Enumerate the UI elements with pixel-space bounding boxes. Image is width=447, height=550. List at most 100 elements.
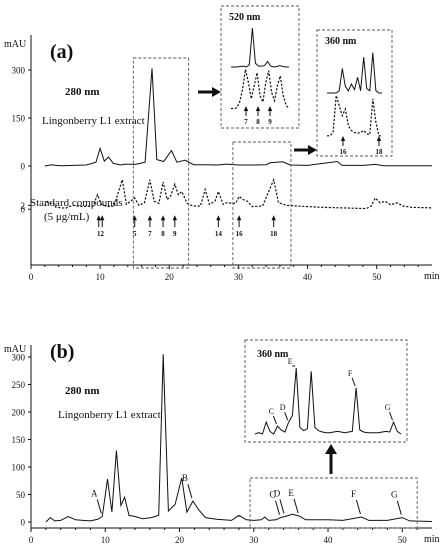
- panel-a-xtick-label: 0: [29, 272, 34, 282]
- panel-a-peak-number: 18: [270, 230, 278, 238]
- panel-a-xtick-label: 50: [372, 272, 382, 282]
- panel-b-xtick-label: 20: [175, 535, 185, 545]
- inset-520nm-extract-trace: [231, 27, 289, 68]
- panel-a-insets: 520 nm 7 8 9 360 nm 16 18: [220, 5, 393, 157]
- panel-a-extract-label: Lingonberry L1 extract: [42, 115, 145, 127]
- panel-a-ytick-label: 300: [12, 66, 26, 76]
- panel-a-peak-arrow-5-head: [132, 215, 137, 221]
- panel-b-wavelength: 280 nm: [65, 385, 100, 397]
- panel-a-arrowhead-2: [308, 145, 317, 155]
- inset-360nm-b-frame: [244, 339, 408, 443]
- inset-520nm-arrow-9-head: [267, 106, 273, 111]
- panel-b-peak-pointer-D: [279, 499, 285, 514]
- panel-b-xtick-label: 50: [398, 535, 408, 545]
- panel-b-peak-pointer-G: [396, 500, 402, 515]
- inset-360nm-b-peak-letter: C: [269, 407, 274, 416]
- panel-a-peak-arrow-1-head: [96, 215, 101, 221]
- panel-b-peak-letter: E: [288, 488, 294, 498]
- inset-360nm-b-pointer-F: [351, 377, 356, 386]
- panel-a-std-ytick-label: 2: [21, 201, 26, 211]
- panel-a-peak-number: 7: [148, 230, 152, 238]
- inset-360nm-a-title: 360 nm: [325, 36, 357, 47]
- panel-b-peak-pointer-B: [187, 483, 193, 499]
- inset-520nm-peak-label: 9: [268, 118, 272, 126]
- inset-360nm-b-title: 360 nm: [257, 349, 289, 360]
- inset-360nm-a-standard-trace: [327, 95, 382, 137]
- panel-b-peak-letter: A: [91, 489, 98, 499]
- inset-520nm-standard-trace: [231, 69, 290, 110]
- panel-b-xtick-label: 0: [29, 535, 34, 545]
- inset-360nm-a-peak-label: 18: [376, 148, 384, 156]
- panel-a-peak-arrow-2-head: [100, 215, 105, 221]
- inset-360nm-a-extract-trace: [327, 52, 382, 94]
- panel-b-ytick-label: 300: [12, 353, 26, 363]
- inset-360nm-b-pointer-C: [272, 415, 277, 425]
- panel-a-peak-number: 2: [100, 230, 104, 238]
- inset-360nm-a-peak-label: 16: [340, 148, 348, 156]
- panel-b-peak-pointer-C: [275, 500, 280, 515]
- panel-b-xtick-label: 40: [324, 535, 334, 545]
- inset-360nm-b-pointer-D: [284, 411, 289, 421]
- inset-360nm-b-peak-letter: D: [280, 403, 286, 412]
- inset-360nm-b-peak-letter: G: [385, 403, 391, 412]
- inset-360nm-b-peak-letter: F: [348, 369, 353, 378]
- panel-a-peak-number: 14: [215, 230, 223, 238]
- panel-a-xtick-label: 20: [165, 272, 175, 282]
- panel-b-ytick-label: 100: [12, 463, 26, 473]
- panel-a-selection-box-2: [232, 141, 292, 269]
- inset-520nm: 520 nm 7 8 9: [220, 5, 300, 129]
- panel-b-xunit: min: [424, 534, 440, 545]
- panel-a-peak-number: 5: [133, 230, 137, 238]
- panel-b-extract-label: Lingonberry L1 extract: [58, 409, 161, 421]
- panel-b-peak-letter: D: [274, 489, 281, 499]
- panel-b-selection-box: [249, 477, 418, 529]
- panel-a-selection-box-1: [132, 57, 190, 269]
- panel-a: (a) mAU min 280 nm Lingonberry L1 extrac…: [4, 5, 440, 282]
- panel-b-peak-letter: F: [351, 489, 356, 499]
- panel-a-xtick-label: 30: [234, 272, 244, 282]
- panel-b-peak-letter: B: [182, 473, 188, 483]
- panel-a-extract-trace: [44, 68, 432, 167]
- inset-360nm-b-pointer-G: [389, 411, 393, 421]
- standard-label-line1: Standard compounds: [30, 197, 123, 209]
- panel-a-std-ytick-label: 0: [21, 205, 26, 215]
- panel-a-peak-number: 9: [173, 230, 177, 238]
- panel-a-label: (a): [50, 41, 73, 63]
- inset-520nm-arrow-8-head: [255, 106, 261, 111]
- panel-a-peak-arrow-16-head: [236, 215, 242, 221]
- panel-b-ytick-label: 250: [12, 380, 26, 390]
- panel-b-peak-pointer-F: [355, 499, 361, 515]
- panel-b-peak-pointer-E: [293, 498, 299, 514]
- panel-a-ytick-label: 0: [21, 162, 26, 172]
- panel-a-peak-arrow-9-head: [172, 215, 178, 221]
- panel-b-axes: 0 50 100 150 200 250 300 0 10 20 30 40 50: [12, 345, 432, 545]
- panel-b-xtick-label: 30: [249, 535, 259, 545]
- panel-a-peak-number: 8: [161, 230, 165, 238]
- inset-520nm-peak-label: 8: [256, 118, 260, 126]
- panel-a-peak-number: 1: [97, 230, 101, 238]
- panel-b: (b) mAU min 280 nm Lingonberry L1 extrac…: [4, 339, 440, 545]
- panel-b-peak-letter: C: [270, 490, 276, 500]
- panel-b-ytick-label: 150: [12, 435, 26, 445]
- panel-b-extract-trace: [45, 354, 433, 523]
- panel-a-arrowhead-1: [212, 87, 221, 97]
- inset-520nm-arrow-7-head: [243, 106, 249, 111]
- inset-360nm-b: 360 nm C D E F G: [244, 339, 408, 443]
- panel-b-peak-pointer-A: [96, 499, 102, 514]
- panel-b-xtick-label: 10: [101, 535, 111, 545]
- panel-b-ytick-label: 0: [21, 518, 26, 528]
- panel-a-yunit: mAU: [4, 39, 27, 50]
- inset-360nm-b-trace: [254, 367, 402, 435]
- inset-360nm-a-frame: [316, 29, 393, 157]
- inset-360nm-b-peak-letter: E: [288, 357, 293, 366]
- panel-a-ytick-label: 150: [12, 114, 26, 124]
- inset-360nm-a: 360 nm 16 18: [316, 29, 393, 157]
- panel-a-peak-arrow-14-head: [216, 215, 221, 221]
- panel-a-boxes: [132, 57, 317, 269]
- inset-520nm-peak-label: 7: [244, 118, 248, 126]
- panel-a-peak-number: 16: [236, 230, 244, 238]
